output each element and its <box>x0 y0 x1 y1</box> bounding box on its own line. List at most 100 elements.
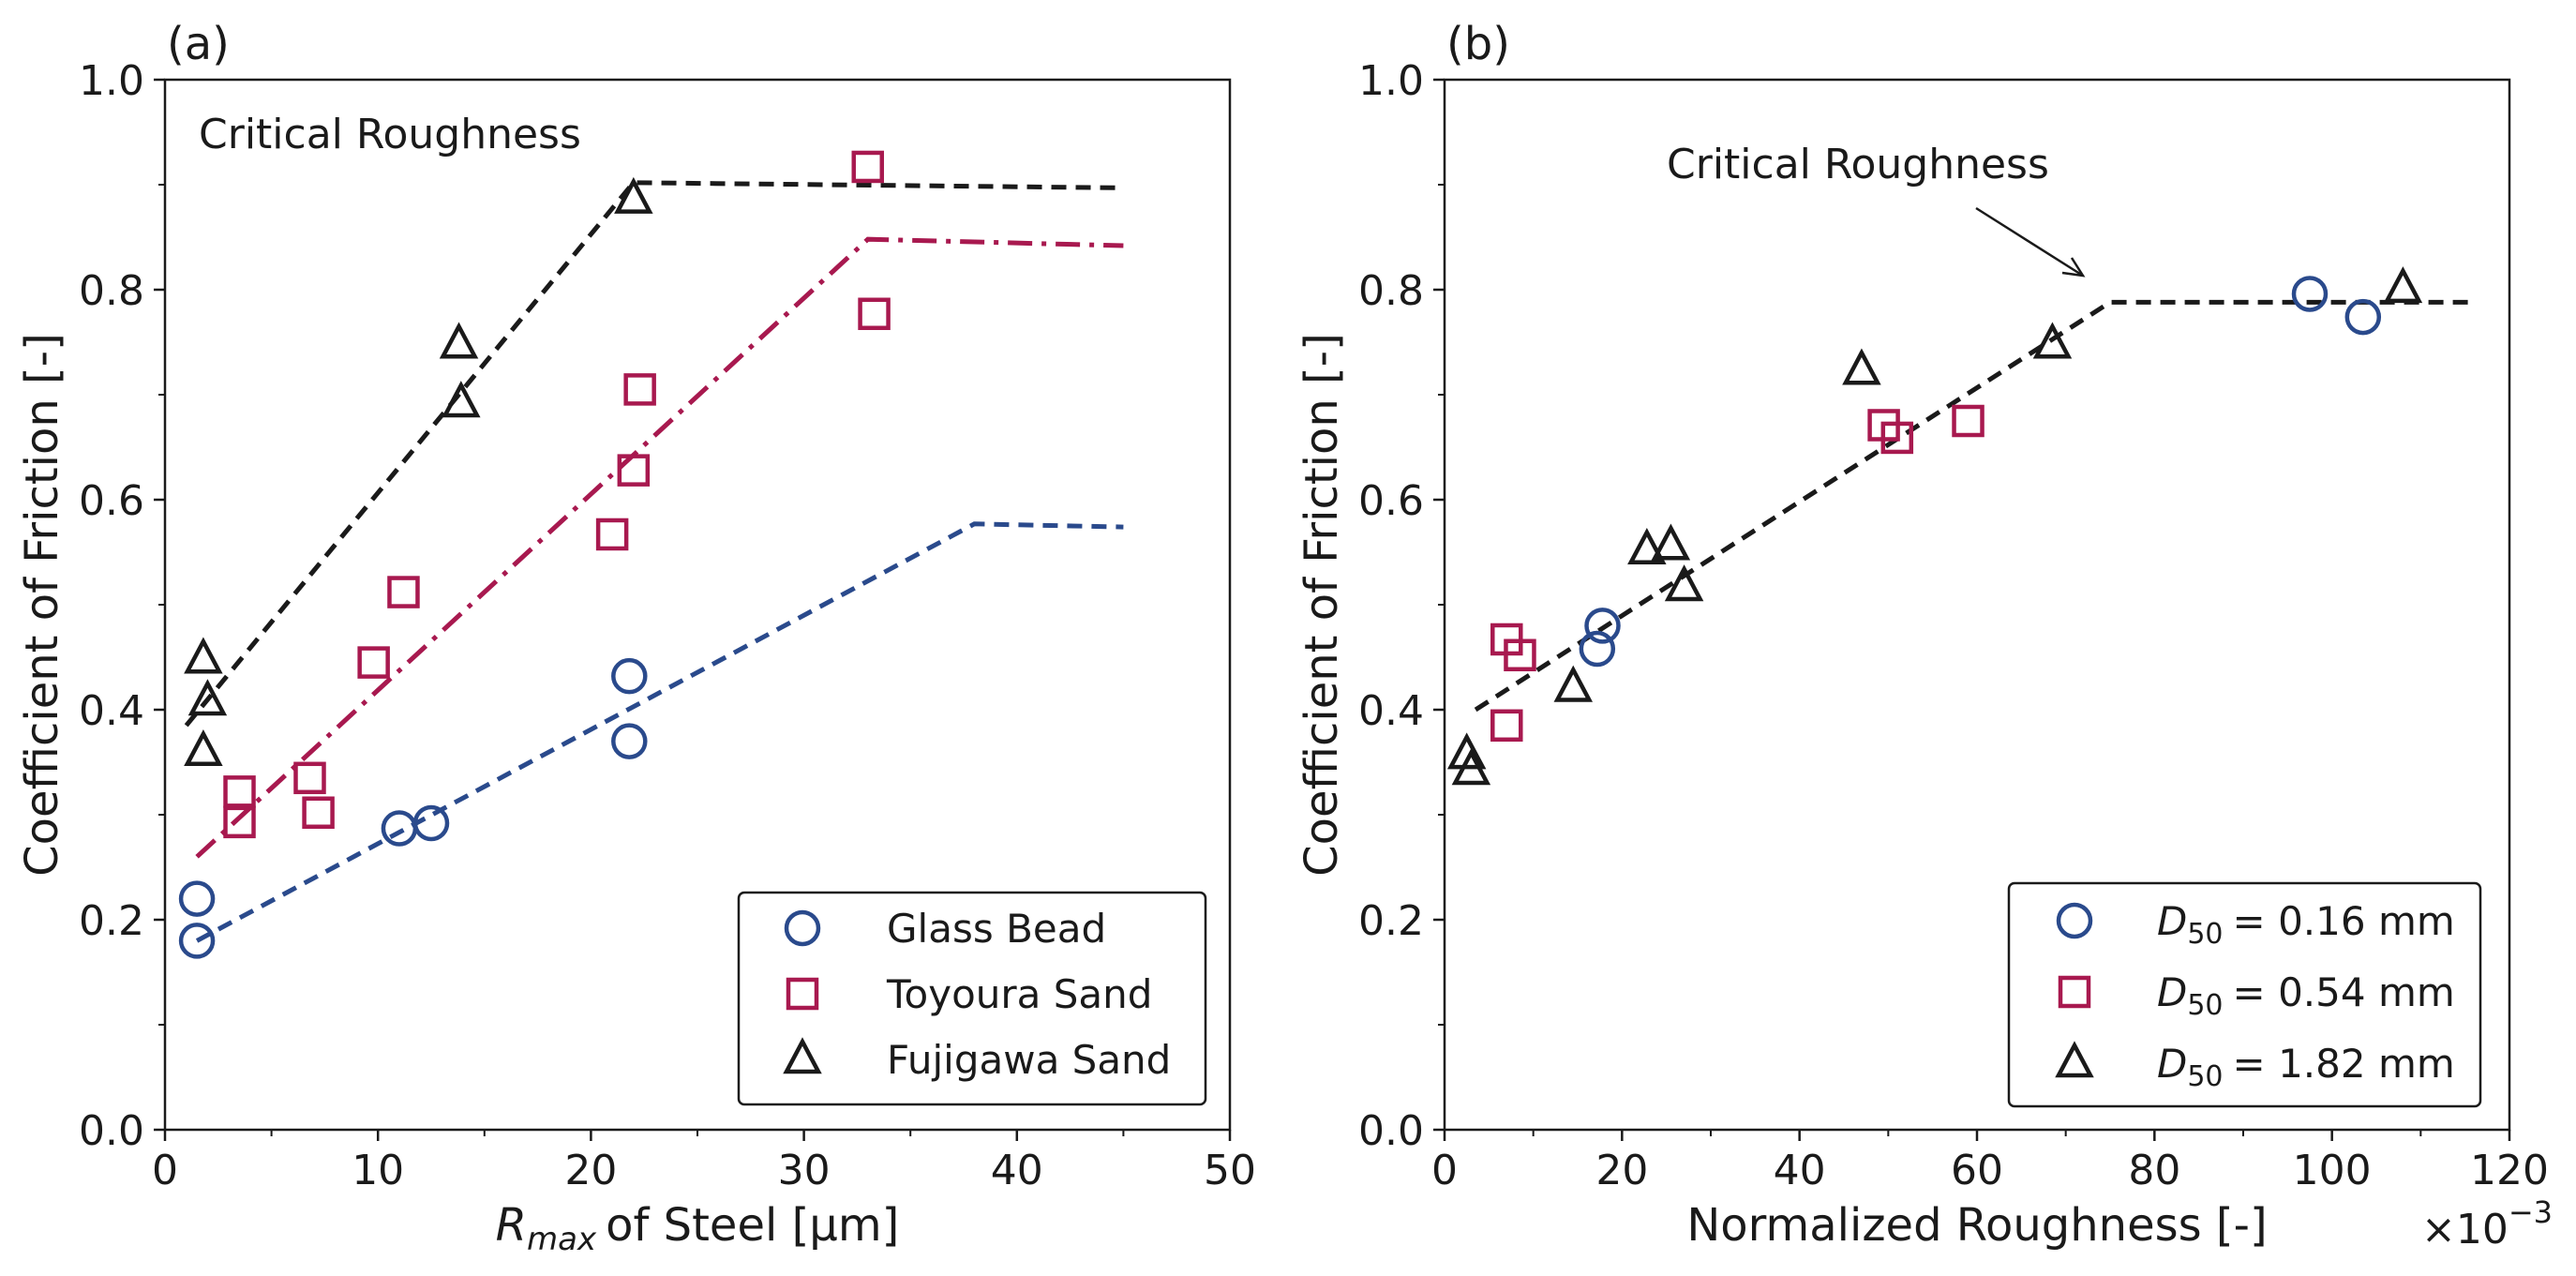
legend-frame <box>737 891 1207 1106</box>
data-point-circle <box>178 880 216 917</box>
series-triangle <box>184 176 653 767</box>
data-point-square <box>1504 638 1536 672</box>
data-point-square <box>1952 404 1984 438</box>
legend-entry: Toyoura Sand <box>786 971 1152 1017</box>
legend-name: = 0.16 mm <box>2233 898 2455 944</box>
legend-marker-circle <box>2056 902 2093 939</box>
y-axis-label: Coefficient of Friction [-] <box>1295 333 1348 877</box>
legend-subscript: 50 <box>2187 1060 2223 1093</box>
x-axis-multiplier-exponent: −3 <box>2509 1194 2553 1230</box>
legend-symbol: D <box>2157 898 2187 944</box>
legend-label: D50 = 0.54 mm <box>2157 969 2455 1022</box>
legend-entry: Glass Bead <box>784 906 1106 952</box>
y-tick-label: 0.4 <box>1358 687 1424 735</box>
legend-entry: Fujigawa Sand <box>783 1037 1171 1083</box>
annotation-arrowhead <box>2061 257 2086 278</box>
series-triangle <box>1446 266 2423 786</box>
series-square <box>223 150 891 839</box>
data-point-circle <box>178 923 216 959</box>
data-point-triangle <box>2032 322 2073 359</box>
x-axis-label-text: of Steel [μm] <box>606 1199 899 1252</box>
data-point-square <box>595 518 629 551</box>
y-tick-label: 0.8 <box>79 267 144 315</box>
data-point-square <box>617 454 651 487</box>
annotation-arrow <box>1975 206 2084 278</box>
legend-entry: D50 = 0.16 mm <box>2056 898 2455 951</box>
x-axis-label-symbol: R <box>496 1199 527 1252</box>
fit-line-square <box>195 236 1124 859</box>
legend-name: = 0.54 mm <box>2233 969 2455 1015</box>
data-point-triangle <box>442 381 481 418</box>
data-point-square <box>293 761 326 795</box>
legend-frame <box>2007 881 2482 1108</box>
data-point-triangle <box>184 729 223 767</box>
panel-b: 0 20 40 60 80 100 120 0.0 0.2 0.4 0.6 0.8 1.0 Coeffic… <box>1295 18 2553 1253</box>
data-point-triangle <box>614 176 653 214</box>
x-tick-label: 60 <box>1951 1147 2003 1194</box>
legend-entry: D50 = 0.54 mm <box>2058 969 2455 1022</box>
data-point-triangle <box>1651 523 1691 561</box>
x-tick-label: 120 <box>2470 1147 2549 1194</box>
data-point-circle <box>1579 630 1616 668</box>
data-point-square <box>1880 421 1914 455</box>
critical-roughness-annotation: Critical Roughness <box>199 111 581 158</box>
data-point-square <box>858 297 891 331</box>
y-tick-label: 0.0 <box>79 1107 144 1155</box>
legend-label: Fujigawa Sand <box>887 1037 1171 1083</box>
legend-marker-triangle <box>2055 1041 2094 1078</box>
legend-entry: D50 = 1.82 mm <box>2055 1041 2455 1093</box>
legend-symbol: D <box>2157 1041 2187 1087</box>
legend-name: = 1.82 mm <box>2233 1041 2455 1087</box>
data-point-triangle <box>2383 266 2423 304</box>
legend-subscript: 50 <box>2187 918 2223 951</box>
y-axis-label: Coefficient of Friction [-] <box>16 333 68 877</box>
legend-name: Toyoura Sand <box>886 971 1152 1017</box>
data-point-square <box>357 646 390 679</box>
data-point-circle <box>412 804 450 842</box>
data-point-triangle <box>439 322 479 359</box>
series-circle <box>178 657 648 959</box>
x-tick-label: 100 <box>2293 1147 2372 1194</box>
data-point-triangle <box>187 679 228 716</box>
x-tick-label: 50 <box>1204 1147 1256 1194</box>
legend-label: D50 = 1.82 mm <box>2157 1041 2455 1093</box>
data-point-circle <box>1584 608 1621 644</box>
legend-label: D50 = 0.16 mm <box>2157 898 2455 951</box>
fit-line-triangle <box>184 180 1124 728</box>
panel-a: 0 10 20 30 40 50 0.0 0.2 0.4 0.6 0.8 1.0 Coefficient… <box>16 18 1256 1258</box>
data-point-triangle <box>1627 527 1667 565</box>
data-point-circle <box>611 723 648 759</box>
x-axis-label: Rmax of Steel [μm] <box>496 1199 900 1258</box>
x-tick-label: 0 <box>1431 1147 1458 1194</box>
data-point-triangle <box>1664 564 1704 602</box>
x-tick-label: 40 <box>1774 1147 1826 1194</box>
data-point-circle <box>2344 298 2382 336</box>
legend-subscript: 50 <box>2187 989 2223 1022</box>
data-point-square <box>387 576 420 608</box>
x-tick-label: 80 <box>2128 1147 2180 1194</box>
legend-label: Toyoura Sand <box>886 971 1152 1017</box>
y-tick-label: 0.2 <box>79 897 144 945</box>
data-point-square <box>1490 709 1523 743</box>
y-tick-label: 0.4 <box>79 687 144 735</box>
data-point-square <box>851 150 885 184</box>
data-point-circle <box>611 657 648 695</box>
y-tick-label: 0.8 <box>1358 267 1424 315</box>
y-tick-label: 0.6 <box>79 477 144 525</box>
legend-name: Fujigawa Sand <box>887 1037 1171 1083</box>
y-tick-label: 1.0 <box>79 57 144 105</box>
fit-line-circle <box>195 521 1124 943</box>
panel-label: (a) <box>167 18 230 70</box>
x-axis-label-subscript: max <box>527 1221 597 1258</box>
data-point-square <box>223 805 256 839</box>
legend-marker-square <box>786 977 819 1011</box>
data-point-triangle <box>1842 348 1881 385</box>
x-tick-label: 30 <box>778 1147 831 1194</box>
data-point-triangle <box>1451 748 1491 786</box>
data-point-square <box>623 373 656 406</box>
y-tick-label: 0.2 <box>1358 897 1424 945</box>
y-tick-label: 0.6 <box>1358 477 1424 525</box>
data-point-square <box>302 796 335 830</box>
